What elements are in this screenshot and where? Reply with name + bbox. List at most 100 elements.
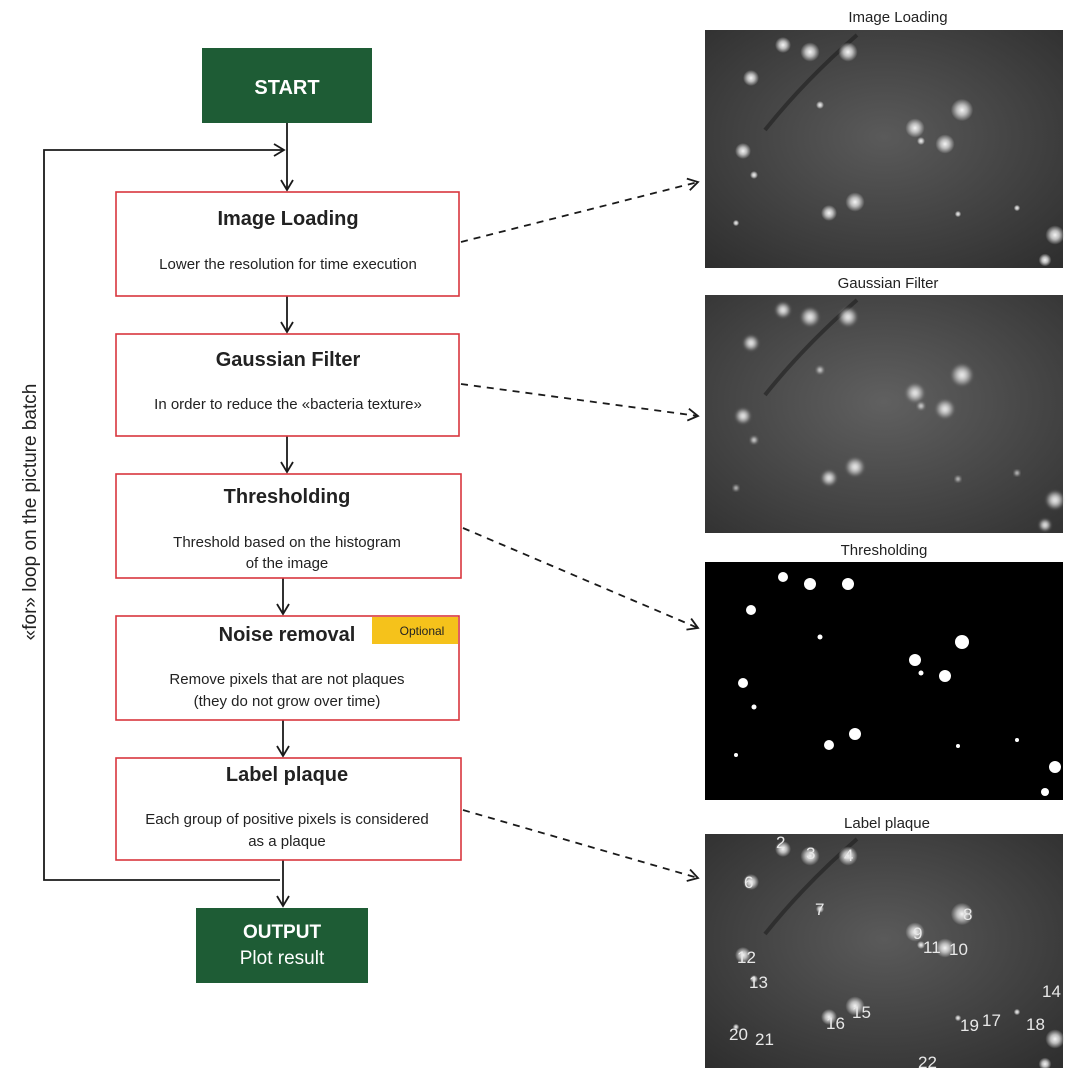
plaque-number-label: 10 — [949, 940, 968, 959]
plaque-dot — [950, 902, 974, 926]
plaque-dot — [1045, 490, 1065, 510]
plaque-dot — [917, 137, 925, 145]
plaque-dot — [1045, 1029, 1065, 1049]
step-image-loading: Image Loading Lower the resolution for t… — [115, 191, 460, 297]
step-title: Thresholding — [224, 486, 351, 508]
plaque-dot — [816, 101, 824, 109]
plaque-number-label: 21 — [755, 1030, 774, 1049]
plaque-number-label: 11 — [923, 938, 941, 957]
plaque-dot — [1045, 225, 1065, 245]
plaque-dot — [821, 1009, 837, 1025]
plaque-dot — [738, 678, 748, 688]
plaque-dot — [775, 302, 791, 318]
plaque-dot — [732, 219, 740, 227]
output-subtitle: Plot result — [240, 948, 325, 969]
plaque-dot — [935, 399, 955, 419]
plaque-dot — [750, 171, 758, 179]
loop-label: «for» loop on the picture batch — [20, 384, 41, 641]
plaque-dot — [917, 402, 925, 410]
plaque-dot — [1038, 253, 1052, 267]
output-title: OUTPUT — [243, 922, 322, 943]
image-panel-labeled: 2 3 4 6 7 8 911 10 12 13 14 15 16 19 17 18 20 21 22 — [705, 833, 1065, 1068]
plaque-dot — [954, 210, 962, 218]
step-thresholding: Thresholding Threshold based on the hist… — [115, 473, 462, 579]
plaque-dot — [821, 205, 837, 221]
plaque-number-label: 8 — [963, 905, 972, 924]
plaque-dot — [800, 846, 820, 866]
plaque-dot — [842, 578, 854, 590]
step-title: Label plaque — [226, 764, 348, 786]
loop-connector — [43, 143, 286, 881]
plaque-dot — [838, 846, 858, 866]
plaque-number-label: 20 — [729, 1025, 748, 1044]
plaque-dot — [918, 670, 924, 676]
step-title: Image Loading — [217, 208, 358, 230]
output-node: OUTPUT Plot result — [196, 908, 368, 983]
plaque-dot — [1013, 204, 1021, 212]
plaque-number-label: 16 — [826, 1014, 845, 1033]
step-title: Noise removal — [219, 624, 356, 646]
plaque-dot — [905, 922, 925, 942]
image-panel-thresholding — [705, 562, 1063, 800]
step-description: Remove pixels that are not plaques — [169, 671, 404, 688]
plaque-dot — [845, 996, 865, 1016]
plaque-dot — [750, 975, 758, 983]
plaque-dot — [778, 572, 788, 582]
step-description: Threshold based on the histogram — [173, 534, 401, 551]
plaque-dot — [804, 578, 816, 590]
plaque-dot — [735, 143, 751, 159]
plaque-dot — [935, 134, 955, 154]
plaque-dot — [816, 905, 824, 913]
plaque-number-label: 13 — [749, 973, 768, 992]
plaque-dot — [954, 475, 962, 483]
plaque-dot — [845, 457, 865, 477]
plaque-dot — [1038, 1057, 1052, 1068]
plaque-number-label: 14 — [1042, 982, 1061, 1001]
plaque-dot — [821, 470, 837, 486]
plaque-number-label: 9 — [913, 924, 922, 943]
plaque-dot — [734, 753, 738, 757]
start-label: START — [254, 77, 319, 99]
plaque-dot — [751, 704, 757, 710]
plaque-number-label: 6 — [744, 873, 753, 892]
step-gaussian-filter: Gaussian Filter In order to reduce the «… — [115, 333, 460, 437]
plaque-number-label: 12 — [737, 948, 756, 967]
plaque-dot — [939, 670, 951, 682]
plaque-number-label: 18 — [1026, 1015, 1045, 1034]
plaque-dot — [732, 1023, 740, 1031]
plaque-dot — [746, 605, 756, 615]
optional-badge — [372, 617, 458, 644]
plaque-dot — [1013, 469, 1021, 477]
plaque-dot — [950, 98, 974, 122]
plaque-dot — [1041, 788, 1049, 796]
plaque-dot — [824, 740, 834, 750]
flow-arrows — [276, 123, 294, 908]
plaque-dot — [950, 363, 974, 387]
image-panel-gaussian — [705, 295, 1065, 533]
optional-badge-label: Optional — [400, 624, 445, 638]
step-noise-removal: Optional Noise removal Remove pixels tha… — [115, 615, 460, 721]
plaque-dot — [735, 408, 751, 424]
plaque-dot — [1015, 738, 1019, 742]
start-node: START — [202, 48, 372, 123]
plaque-dot — [1013, 1008, 1021, 1016]
step-description: of the image — [246, 555, 329, 572]
plaque-dot — [816, 366, 824, 374]
plaque-dot — [955, 635, 969, 649]
image-panel-loading — [705, 30, 1065, 268]
plaque-number-label: 4 — [844, 846, 853, 865]
panel-title: Thresholding — [841, 542, 928, 559]
plaque-dot — [743, 874, 759, 890]
panel-title: Image Loading — [848, 9, 947, 26]
plaque-dot — [905, 383, 925, 403]
plaque-number-label: 7 — [815, 900, 824, 919]
step-title: Gaussian Filter — [216, 349, 361, 371]
plaque-dot — [845, 192, 865, 212]
plaque-dot — [909, 654, 921, 666]
step-description: (they do not grow over time) — [194, 693, 381, 710]
plaque-dot — [849, 728, 861, 740]
step-description: as a plaque — [248, 833, 326, 850]
plaque-dot — [917, 941, 925, 949]
step-description: Each group of positive pixels is conside… — [145, 811, 429, 828]
